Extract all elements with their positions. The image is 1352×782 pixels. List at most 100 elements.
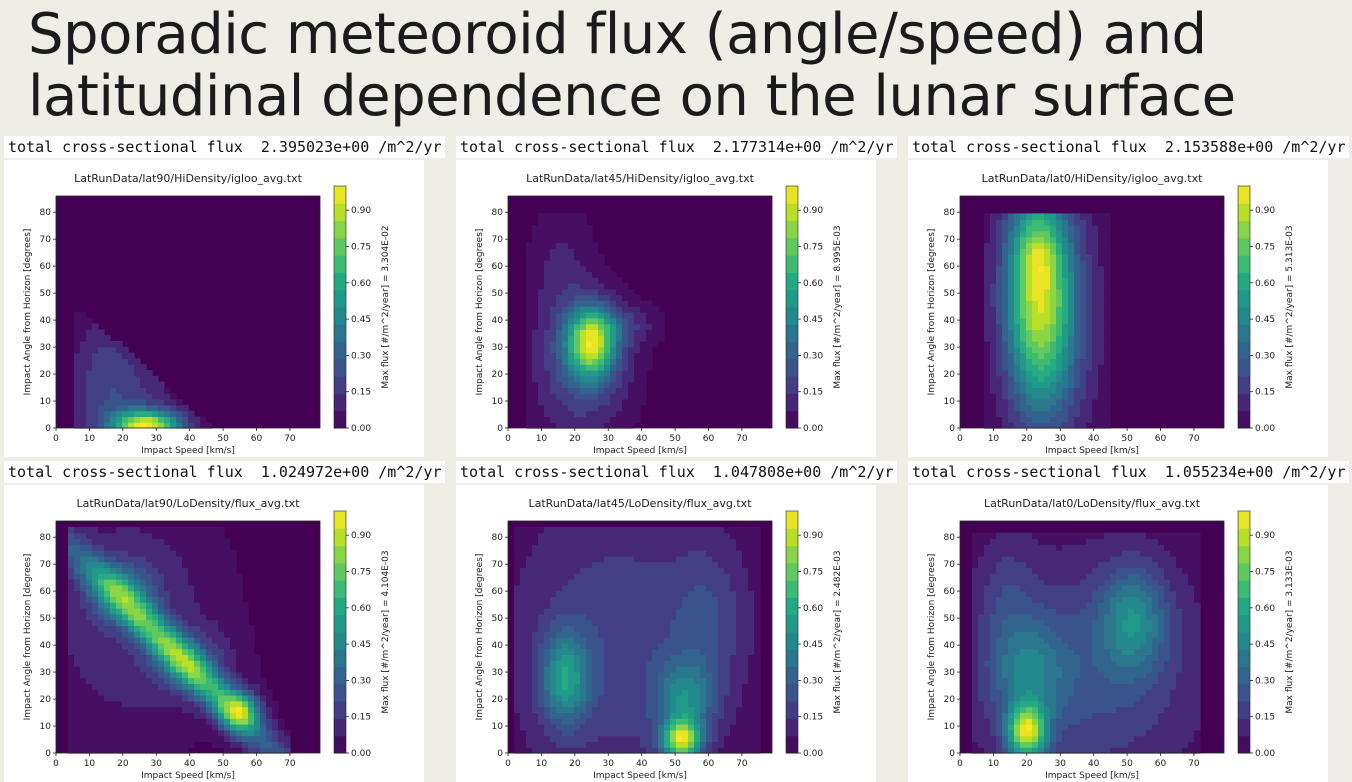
heatmap-cell bbox=[1020, 404, 1027, 412]
heatmap-cell bbox=[736, 538, 743, 545]
heatmap-cell bbox=[718, 700, 725, 708]
heatmap-cell bbox=[122, 538, 129, 545]
heatmap-cell bbox=[640, 637, 647, 644]
heatmap-cell bbox=[1008, 230, 1015, 238]
heatmap-cell bbox=[984, 375, 991, 383]
heatmap-cell bbox=[1038, 370, 1045, 377]
heatmap-cell bbox=[730, 712, 737, 719]
heatmap-cell bbox=[104, 538, 111, 545]
heatmap-cell bbox=[634, 735, 641, 742]
heatmap-cell bbox=[98, 573, 105, 580]
heatmap-cell bbox=[634, 341, 641, 348]
heatmap-cell bbox=[260, 695, 267, 702]
colorbar-tick-label: 0.15 bbox=[1255, 388, 1275, 398]
heatmap-cell bbox=[68, 718, 75, 725]
heatmap-cell bbox=[562, 724, 569, 731]
heatmap-cell bbox=[80, 677, 87, 684]
heatmap-cell bbox=[212, 677, 219, 684]
heatmap-cell bbox=[984, 399, 991, 406]
heatmap-cell bbox=[1050, 317, 1057, 325]
heatmap-cell bbox=[586, 538, 593, 545]
heatmap-cell bbox=[1008, 312, 1015, 319]
heatmap-cell bbox=[634, 602, 641, 609]
heatmap-cell bbox=[538, 375, 545, 383]
heatmap-cell bbox=[1074, 410, 1081, 417]
heatmap-cell bbox=[116, 602, 123, 609]
heatmap-cell bbox=[200, 619, 207, 626]
heatmap-cell bbox=[556, 747, 563, 754]
heatmap-cell bbox=[538, 689, 545, 696]
heatmap-cell bbox=[550, 410, 557, 417]
heatmap-cell bbox=[538, 399, 545, 406]
heatmap-cell bbox=[990, 689, 997, 696]
heatmap-cell bbox=[676, 741, 683, 748]
heatmap-cell bbox=[730, 596, 737, 603]
heatmap-cell bbox=[158, 550, 165, 557]
heatmap-cell bbox=[1050, 323, 1057, 330]
heatmap-cell bbox=[646, 631, 653, 638]
heatmap-cell bbox=[200, 671, 207, 679]
heatmap-cell bbox=[1026, 375, 1033, 383]
heatmap-cell bbox=[146, 422, 153, 429]
heatmap-cell bbox=[610, 666, 617, 673]
colorbar-segment bbox=[786, 649, 798, 668]
heatmap-cell bbox=[1026, 213, 1033, 220]
heatmap-cell bbox=[984, 271, 991, 278]
heatmap-cell bbox=[128, 648, 135, 655]
heatmap-cell bbox=[646, 712, 653, 719]
heatmap-cell bbox=[1038, 283, 1045, 290]
heatmap-cell bbox=[984, 358, 991, 365]
heatmap-cell bbox=[598, 654, 605, 661]
heatmap-cell bbox=[580, 404, 587, 412]
heatmap-cell bbox=[598, 642, 605, 650]
heatmap-cell bbox=[640, 700, 647, 708]
heatmap-cell bbox=[92, 608, 99, 615]
heatmap-cell bbox=[68, 631, 75, 638]
heatmap-cell bbox=[532, 271, 539, 278]
heatmap-cell bbox=[984, 213, 991, 220]
heatmap-cell bbox=[230, 596, 237, 603]
heatmap-cell bbox=[74, 625, 81, 632]
heatmap-cell bbox=[622, 637, 629, 644]
heatmap-cell bbox=[658, 329, 665, 336]
heatmap-cell bbox=[86, 654, 93, 661]
heatmap-cell bbox=[134, 387, 141, 394]
heatmap-cell bbox=[676, 729, 683, 737]
heatmap-cell bbox=[212, 526, 219, 534]
heatmap-cell bbox=[718, 590, 725, 597]
heatmap-cell bbox=[1008, 335, 1015, 342]
heatmap-cell bbox=[610, 584, 617, 592]
heatmap-cell bbox=[682, 625, 689, 632]
heatmap-cell bbox=[604, 608, 611, 615]
heatmap-cell bbox=[188, 637, 195, 644]
heatmap-cell bbox=[110, 526, 117, 534]
heatmap-cell bbox=[718, 625, 725, 632]
heatmap-cell bbox=[272, 712, 279, 719]
heatmap-cell bbox=[520, 712, 527, 719]
heatmap-cell bbox=[152, 375, 159, 383]
heatmap-cell bbox=[170, 404, 177, 412]
heatmap-cell bbox=[700, 706, 707, 713]
heatmap-cell bbox=[514, 555, 521, 563]
heatmap-cell bbox=[622, 346, 629, 354]
heatmap-cell bbox=[616, 619, 623, 626]
heatmap-cell bbox=[1050, 329, 1057, 336]
heatmap-cell bbox=[748, 631, 755, 638]
heatmap-cell bbox=[248, 648, 255, 655]
heatmap-cell bbox=[1026, 416, 1033, 423]
heatmap-panel: LatRunData/lat45/HiDensity/igloo_avg.txt… bbox=[456, 160, 876, 457]
heatmap-cell bbox=[622, 544, 629, 551]
heatmap-cell bbox=[1008, 387, 1015, 394]
heatmap-cell bbox=[92, 561, 99, 568]
heatmap-cell bbox=[218, 660, 225, 667]
heatmap-cell bbox=[574, 590, 581, 597]
heatmap-cell bbox=[550, 346, 557, 354]
heatmap-cell bbox=[592, 387, 599, 394]
heatmap-cell bbox=[682, 718, 689, 725]
heatmap-cells bbox=[526, 213, 665, 429]
heatmap-cell bbox=[1080, 277, 1087, 284]
heatmap-cell bbox=[628, 625, 635, 632]
heatmap-cell bbox=[152, 422, 159, 429]
heatmap-cell bbox=[1080, 381, 1087, 388]
